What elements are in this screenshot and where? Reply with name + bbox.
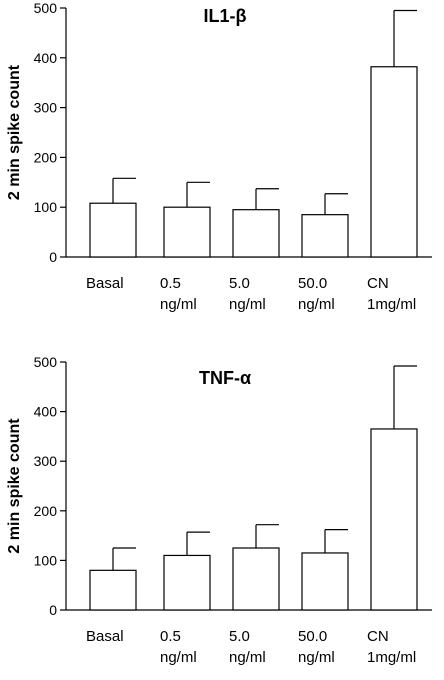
x-category-label: 50.0: [298, 275, 327, 292]
x-category-label: ng/ml: [298, 649, 335, 666]
bar: [301, 214, 349, 258]
tnf-alpha-panel: 0 100 200 300 400 500 2 min spike count TNF-α Ba…: [6, 354, 432, 666]
x-category-label: ng/ml: [160, 649, 197, 666]
y-tick-label: 200: [34, 503, 58, 519]
x-category-label: ng/ml: [229, 296, 266, 313]
x-category-label: CN: [367, 628, 389, 645]
x-category-label: 1mg/ml: [367, 296, 416, 313]
bar: [232, 547, 280, 611]
bar: [301, 552, 349, 611]
x-category-label: 5.0: [229, 628, 250, 645]
il1-beta-panel: 0 100 200 300 400 500 2 min spike count IL1-β Ba…: [6, 0, 432, 313]
x-category-label: ng/ml: [160, 296, 197, 313]
bar: [89, 202, 137, 258]
x-category-label: 5.0: [229, 275, 250, 292]
y-tick-label: 100: [34, 199, 58, 215]
bar: [370, 428, 418, 611]
x-category-label: 1mg/ml: [367, 649, 416, 666]
y-tick-label: 500: [34, 0, 58, 16]
bar: [163, 554, 211, 611]
y-tick-label: 400: [34, 50, 58, 66]
y-axis-label: 2 min spike count: [6, 418, 23, 554]
x-category-label: 50.0: [298, 628, 327, 645]
y-tick-label: 0: [49, 249, 57, 265]
y-tick-label: 300: [34, 453, 58, 469]
y-tick-label: 100: [34, 552, 58, 568]
y-tick-label: 300: [34, 100, 58, 116]
x-category-label: 0.5: [160, 275, 181, 292]
y-tick-label: 400: [34, 404, 58, 420]
bar: [370, 66, 418, 258]
x-category-label: CN: [367, 275, 389, 292]
bar: [89, 569, 137, 611]
y-tick-label: 500: [34, 354, 58, 370]
x-category-label: Basal: [86, 628, 124, 645]
x-category-label: ng/ml: [298, 296, 335, 313]
bar: [163, 206, 211, 258]
y-tick-label: 0: [49, 602, 57, 618]
x-category-label: 0.5: [160, 628, 181, 645]
x-category-label: Basal: [86, 275, 124, 292]
x-category-label: ng/ml: [229, 649, 266, 666]
y-tick-label: 200: [34, 149, 58, 165]
bar: [232, 209, 280, 258]
chart-title: IL1-β: [204, 6, 247, 26]
chart-title: TNF-α: [199, 368, 251, 388]
y-axis-label: 2 min spike count: [6, 64, 23, 200]
